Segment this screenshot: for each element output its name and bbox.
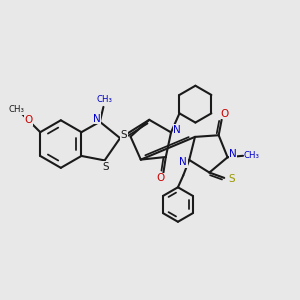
Text: N: N (179, 157, 187, 167)
Text: S: S (103, 162, 110, 172)
Text: S: S (228, 174, 235, 184)
Text: O: O (156, 173, 165, 183)
Text: S: S (121, 130, 127, 140)
Text: CH₃: CH₃ (96, 95, 112, 104)
Text: CH₃: CH₃ (8, 105, 24, 114)
Text: N: N (173, 125, 181, 135)
Text: N: N (93, 114, 101, 124)
Text: N: N (229, 149, 237, 159)
Text: O: O (220, 109, 228, 119)
Text: CH₃: CH₃ (244, 151, 260, 160)
Text: O: O (24, 115, 32, 125)
